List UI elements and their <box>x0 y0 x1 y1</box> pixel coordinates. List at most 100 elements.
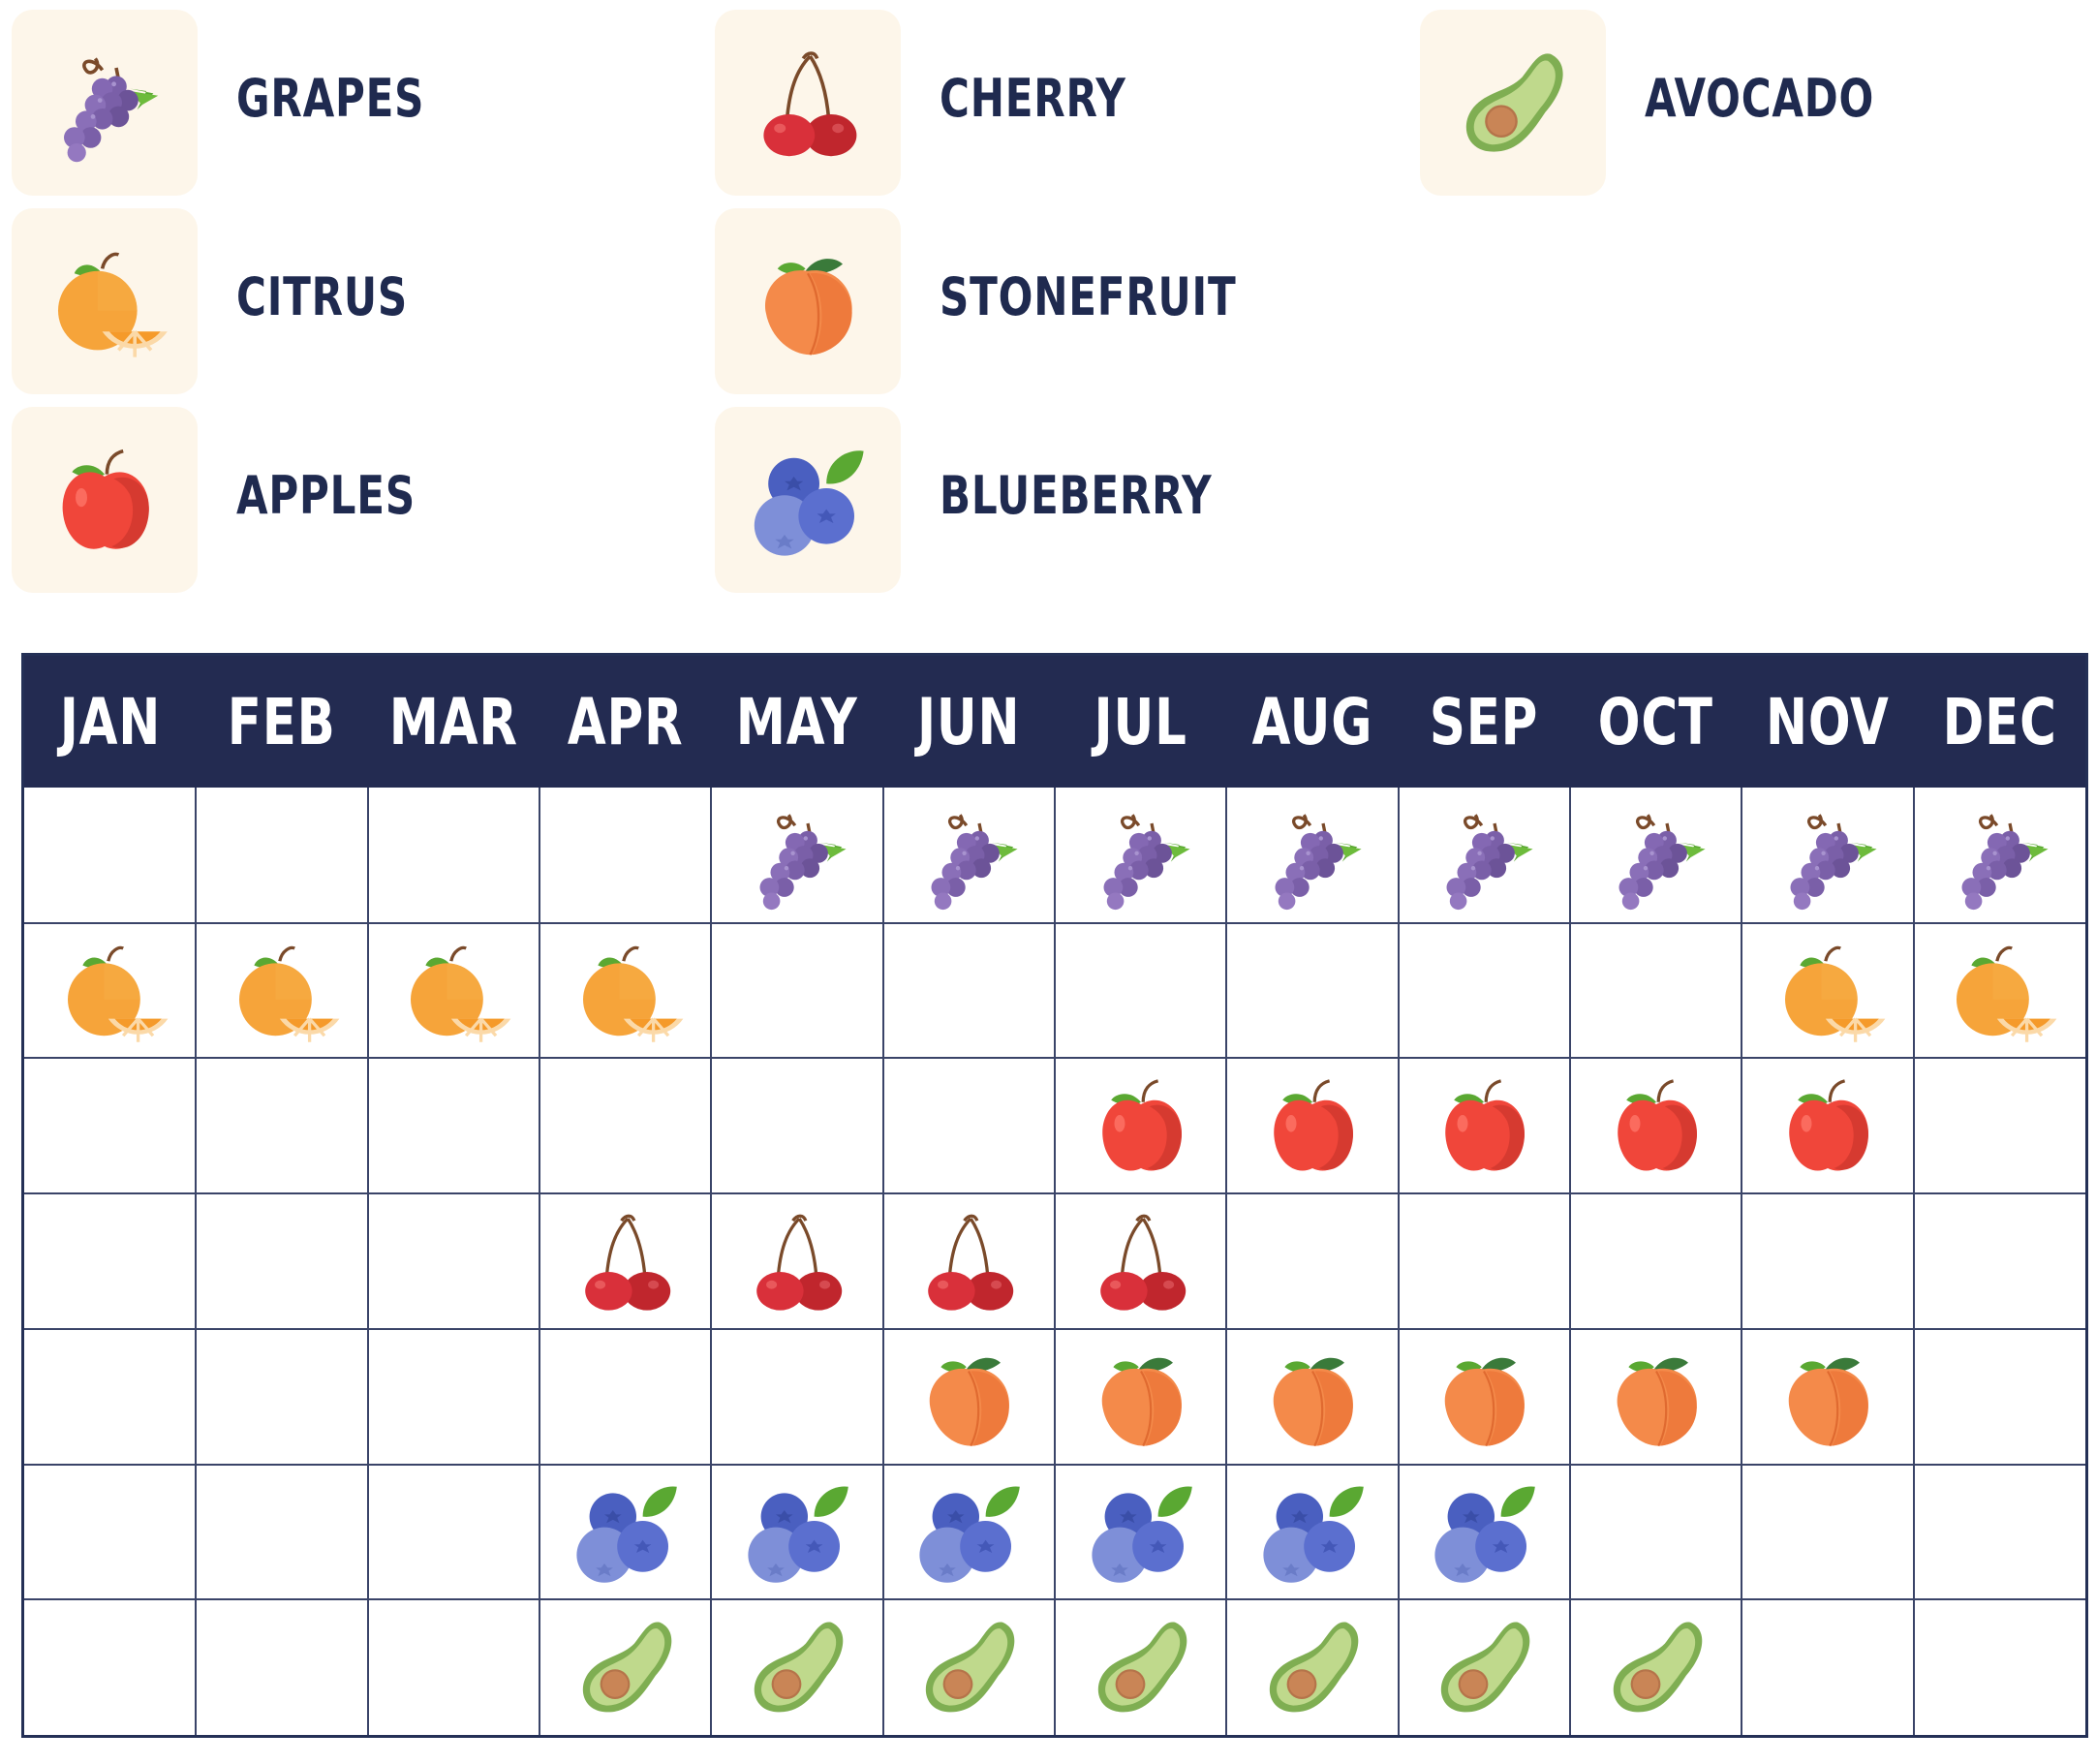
grid-line-vertical <box>366 788 369 1735</box>
grid-line-vertical <box>195 788 198 1735</box>
legend-item-citrus: CITRUS <box>0 199 581 394</box>
month-text: DEC <box>1942 684 2057 759</box>
grapes-icon <box>12 10 198 196</box>
citrus-icon <box>1914 923 2085 1059</box>
stonefruit-icon <box>1742 1329 1913 1465</box>
apple-icon <box>12 407 198 593</box>
grid-line-vertical <box>539 788 540 1735</box>
legend-item-cherry: CHERRY <box>703 0 1284 196</box>
month-label-sep: SEP <box>1399 656 1570 788</box>
citrus-icon <box>196 923 367 1059</box>
month-text: OCT <box>1598 684 1714 759</box>
grid-line-vertical <box>1397 788 1400 1735</box>
legend-item-blueberry: BLUEBERRY <box>703 397 1284 593</box>
stonefruit-icon <box>883 1329 1055 1465</box>
blueberry-icon <box>711 1465 882 1600</box>
apple-icon <box>1055 1058 1226 1193</box>
month-text: APR <box>567 684 684 759</box>
stonefruit-icon <box>715 208 901 394</box>
cherry-icon <box>883 1193 1055 1329</box>
month-label-may: MAY <box>711 656 882 788</box>
cherry-icon <box>715 10 901 196</box>
grapes-icon <box>1226 788 1398 923</box>
avocado-icon <box>711 1599 882 1735</box>
month-label-jan: JAN <box>24 656 196 788</box>
avocado-icon <box>1399 1599 1570 1735</box>
grid-line-horizontal <box>24 921 2085 924</box>
cherry-icon <box>711 1193 882 1329</box>
month-label-feb: FEB <box>196 656 367 788</box>
legend-label: BLUEBERRY <box>940 465 1213 526</box>
grid-line-horizontal <box>24 1327 2085 1330</box>
grid-line-vertical <box>1912 788 1915 1735</box>
citrus-icon <box>12 208 198 394</box>
seasonal-calendar: JAN FEB MAR APR MAY JUN JUL AUG SEP OCT NOV DEC <box>21 653 2088 1738</box>
month-label-nov: NOV <box>1742 656 1913 788</box>
grapes-icon <box>711 788 882 923</box>
apple-icon <box>1742 1058 1913 1193</box>
citrus-icon <box>539 923 711 1059</box>
avocado-icon <box>1226 1599 1398 1735</box>
month-label-mar: MAR <box>368 656 539 788</box>
avocado-icon <box>1570 1599 1742 1735</box>
grapes-icon <box>883 788 1055 923</box>
blueberry-icon <box>883 1465 1055 1600</box>
stonefruit-icon <box>1055 1329 1226 1465</box>
month-text: MAR <box>388 684 518 759</box>
legend-item-avocado: AVOCADO <box>1408 0 1989 196</box>
grid-line-vertical <box>881 788 884 1735</box>
cherry-icon <box>539 1193 711 1329</box>
month-text: JUN <box>917 684 1021 759</box>
month-label-jun: JUN <box>883 656 1055 788</box>
citrus-icon <box>24 923 196 1059</box>
grid-line-vertical <box>710 788 713 1735</box>
month-text: MAY <box>736 684 858 759</box>
grid-line-horizontal <box>24 1192 2085 1195</box>
avocado-icon <box>883 1599 1055 1735</box>
legend-item-apples: APPLES <box>0 397 581 593</box>
month-text: FEB <box>228 684 336 759</box>
month-text: JAN <box>59 684 161 759</box>
month-text: NOV <box>1766 684 1890 759</box>
legend-label: GRAPES <box>236 68 425 129</box>
blueberry-icon <box>715 407 901 593</box>
avocado-icon <box>1055 1599 1226 1735</box>
month-label-apr: APR <box>539 656 711 788</box>
month-header-row: JAN FEB MAR APR MAY JUN JUL AUG SEP OCT NOV DEC <box>24 656 2085 788</box>
avocado-icon <box>539 1599 711 1735</box>
citrus-icon <box>368 923 539 1059</box>
grid-line-vertical <box>1741 788 1743 1735</box>
legend-item-stonefruit: STONEFRUIT <box>703 199 1284 394</box>
legend-label: APPLES <box>236 465 416 526</box>
legend-label: CHERRY <box>940 68 1126 129</box>
legend-label: STONEFRUIT <box>940 266 1237 327</box>
blueberry-icon <box>539 1465 711 1600</box>
stonefruit-icon <box>1226 1329 1398 1465</box>
grapes-icon <box>1399 788 1570 923</box>
grid-line-vertical <box>1569 788 1571 1735</box>
grid-line-vertical <box>1225 788 1228 1735</box>
citrus-icon <box>1742 923 1913 1059</box>
apple-icon <box>1399 1058 1570 1193</box>
month-label-aug: AUG <box>1226 656 1398 788</box>
blueberry-icon <box>1226 1465 1398 1600</box>
month-text: JUL <box>1094 684 1187 759</box>
legend-label: AVOCADO <box>1645 68 1875 129</box>
legend-label: CITRUS <box>236 266 408 327</box>
grid-line-vertical <box>1054 788 1056 1735</box>
apple-icon <box>1226 1058 1398 1193</box>
grapes-icon <box>1742 788 1913 923</box>
legend-item-grapes: GRAPES <box>0 0 581 196</box>
month-text: AUG <box>1251 684 1373 759</box>
month-label-dec: DEC <box>1914 656 2085 788</box>
avocado-icon <box>1420 10 1606 196</box>
stonefruit-icon <box>1399 1329 1570 1465</box>
blueberry-icon <box>1399 1465 1570 1600</box>
month-text: SEP <box>1430 684 1539 759</box>
grapes-icon <box>1055 788 1226 923</box>
grapes-icon <box>1914 788 2085 923</box>
stonefruit-icon <box>1570 1329 1742 1465</box>
month-label-jul: JUL <box>1055 656 1226 788</box>
apple-icon <box>1570 1058 1742 1193</box>
grapes-icon <box>1570 788 1742 923</box>
